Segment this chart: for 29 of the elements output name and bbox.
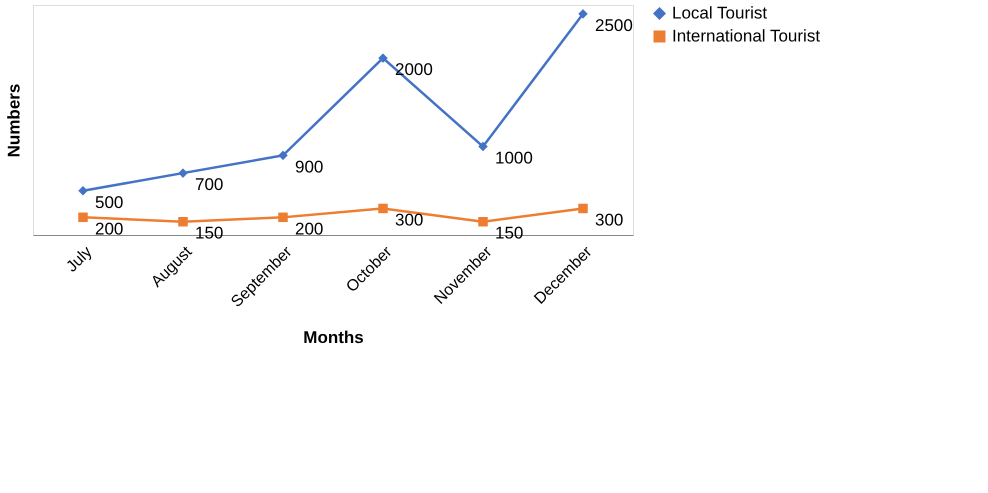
data-label: 700	[195, 175, 224, 194]
point	[278, 150, 288, 160]
data-label: 200	[95, 219, 124, 238]
point	[78, 212, 88, 222]
point	[378, 53, 388, 63]
point	[478, 216, 488, 226]
point	[578, 9, 588, 19]
y-axis-title: Numbers	[4, 84, 24, 158]
point	[178, 168, 188, 178]
data-label: 2000	[395, 60, 433, 80]
data-label: 300	[395, 210, 424, 230]
point	[178, 216, 188, 226]
data-label: 200	[295, 219, 324, 238]
point	[278, 212, 288, 222]
point	[78, 186, 88, 196]
point	[378, 204, 388, 214]
data-label: 150	[195, 224, 224, 243]
point	[478, 142, 488, 152]
data-label: 2500	[595, 16, 633, 35]
data-label: 900	[295, 157, 324, 176]
point	[578, 204, 588, 214]
legend-label: International Tourist	[672, 26, 820, 46]
data-label: 150	[495, 224, 524, 243]
legend-label: Local Tourist	[672, 4, 768, 22]
x-axis-title: Months	[303, 328, 364, 348]
data-label: 300	[595, 210, 624, 230]
x-tick-label: July	[63, 244, 96, 276]
data-label: 500	[95, 192, 124, 212]
data-label: 1000	[495, 148, 533, 168]
